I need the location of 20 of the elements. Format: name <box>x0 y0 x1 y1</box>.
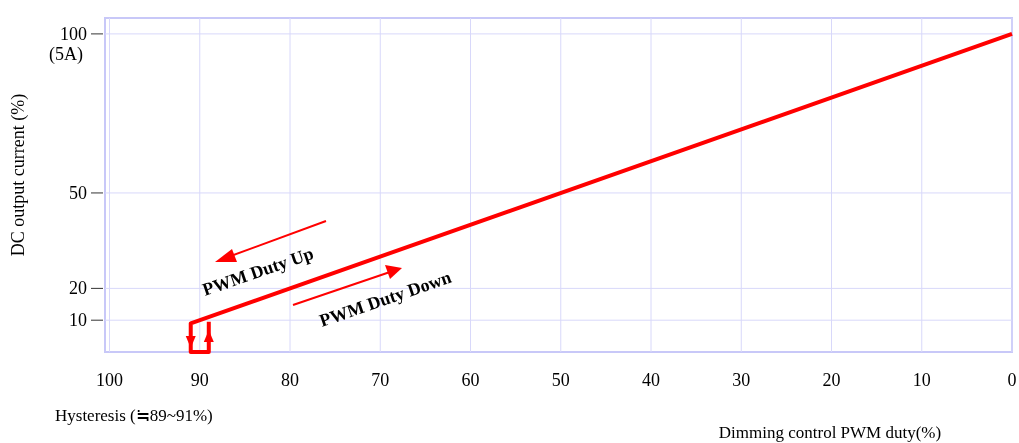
text: Hysteresis (≒89~91%) <box>55 406 213 425</box>
x-tick-label: 30 <box>732 370 751 390</box>
y-axis-title: DC output current (%) <box>8 93 29 257</box>
x-tick-label: 90 <box>190 370 209 390</box>
y-tick-label: 20 <box>69 278 87 299</box>
y-tick-label: 10 <box>69 310 87 331</box>
annotation: PWM Duty Up <box>199 243 316 300</box>
annotation: PWM Duty Down <box>316 266 454 331</box>
x-tick-label: 50 <box>551 370 570 390</box>
x-tick-label: 100 <box>96 370 124 390</box>
x-tick-label: 10 <box>912 370 931 390</box>
x-tick-label: 60 <box>461 370 480 390</box>
y-tick-label: 100 (5A) <box>49 23 87 65</box>
x-tick-label: 20 <box>822 370 841 390</box>
x-tick-label: 0 <box>1007 370 1017 390</box>
x-tick-label: 80 <box>281 370 300 390</box>
x-tick-label: 70 <box>371 370 390 390</box>
x-tick-label: 40 <box>642 370 661 390</box>
y-tick-label: 50 <box>69 182 87 203</box>
x-axis-title: Dimming control PWM duty(%) <box>718 423 942 442</box>
